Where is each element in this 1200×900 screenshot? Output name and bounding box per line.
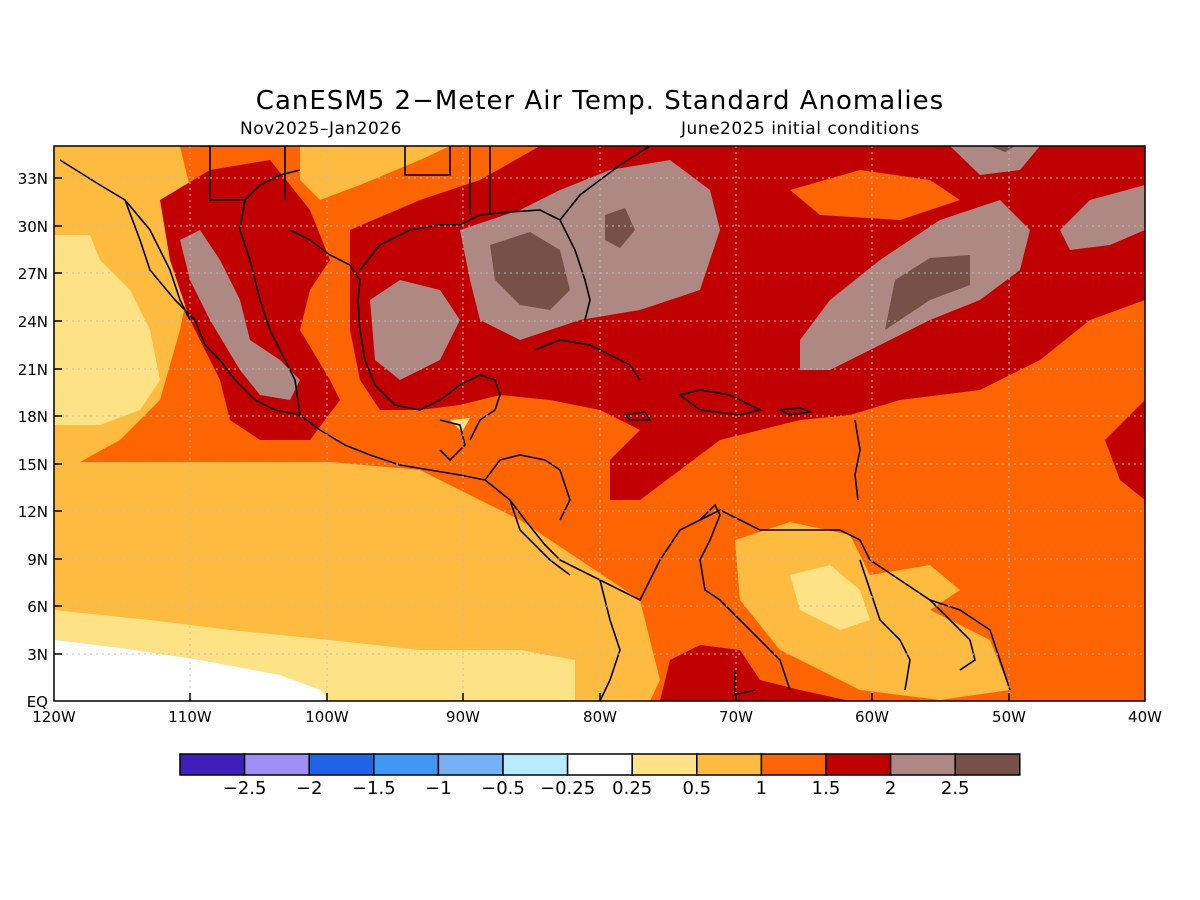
- anomaly-0.5-1-west: [54, 235, 160, 425]
- anomaly-2-2.5-east: [1105, 400, 1145, 500]
- colorbar-swatch: [566, 753, 633, 776]
- lon-label: 90W: [446, 708, 480, 726]
- colorbar-swatch: [437, 753, 504, 776]
- anomaly-gt3-atlantic: [885, 255, 970, 330]
- colorbar-swatch: [760, 753, 827, 776]
- anomaly-1-1.5-south-america: [735, 522, 1010, 700]
- lon-label: 70W: [719, 708, 753, 726]
- lat-label: 15N: [18, 456, 48, 474]
- anomaly-gt3-florida: [605, 208, 635, 248]
- colorbar-swatch: [825, 753, 892, 776]
- anomaly-2-2.5-amazon: [660, 645, 850, 701]
- axis-ticks: [54, 177, 1010, 701]
- lat-label: 12N: [18, 503, 48, 521]
- colorbar-swatch: [502, 753, 569, 776]
- anomaly-2-2.5-mexico: [160, 160, 340, 440]
- lat-label: 9N: [27, 551, 48, 569]
- lat-label: 6N: [27, 598, 48, 616]
- longitude-labels: 120W 110W 100W 90W 80W 70W 60W 50W 40W: [32, 708, 1162, 726]
- anomaly-low-region: [54, 640, 330, 701]
- anomaly-2.5-3-gulf: [370, 280, 460, 380]
- anomaly-1-1.5-north: [300, 146, 450, 200]
- anomaly-2.5-3-north: [950, 146, 1040, 175]
- lat-label: 3N: [27, 646, 48, 664]
- anomaly-2.5-3-east: [1060, 185, 1145, 250]
- colorbar-label: −2.5: [223, 778, 267, 799]
- colorbar-swatch: [631, 753, 698, 776]
- lon-label: 110W: [168, 708, 212, 726]
- anomaly-gt3-gulf: [490, 232, 570, 310]
- initial-conditions: June2025 initial conditions: [681, 119, 920, 139]
- lat-label: EQ: [27, 693, 48, 711]
- colorbar: −2.5 −2 −1.5 −1 −0.5 −0.25 0.25 0.5 1 1.5 2 2.5: [179, 753, 1021, 799]
- lon-label: 60W: [855, 708, 889, 726]
- forecast-period: Nov2025–Jan2026: [240, 119, 402, 139]
- colorbar-swatch: [889, 753, 956, 776]
- lat-label: 18N: [18, 408, 48, 426]
- colorbar-label: 0.5: [682, 778, 711, 799]
- anomaly-1.5-2-atlantic: [790, 170, 960, 220]
- anomaly-field: [54, 146, 1145, 701]
- colorbar-swatch: [696, 753, 763, 776]
- lat-label: 33N: [18, 170, 48, 188]
- colorbar-label: 1: [756, 778, 767, 799]
- colorbar-swatch: [373, 753, 440, 776]
- anomaly-0.5-1-guiana: [790, 565, 870, 630]
- lat-label: 24N: [18, 313, 48, 331]
- colorbar-label: 0.25: [612, 778, 652, 799]
- lat-label: 21N: [18, 361, 48, 379]
- colorbar-swatch: [179, 753, 246, 776]
- lon-label: 100W: [305, 708, 349, 726]
- colorbar-label: −1.5: [352, 778, 396, 799]
- colorbar-swatch: [243, 753, 310, 776]
- latitude-labels: 33N 30N 27N 24N 21N 18N 15N 12N 9N 6N 3N…: [18, 170, 48, 711]
- colorbar-label: −1: [425, 778, 452, 799]
- colorbar-label: −2: [296, 778, 323, 799]
- colorbar-label: 2: [885, 778, 896, 799]
- colorbar-label: 1.5: [812, 778, 841, 799]
- map-title: CanESM5 2−Meter Air Temp. Standard Anoma…: [255, 86, 945, 116]
- lon-label: 50W: [992, 708, 1026, 726]
- lon-label: 40W: [1128, 708, 1162, 726]
- gridlines: [54, 146, 1145, 701]
- lat-label: 30N: [18, 218, 48, 236]
- colorbar-swatch: [954, 753, 1021, 776]
- colorbar-label: −0.5: [481, 778, 525, 799]
- lon-label: 80W: [583, 708, 617, 726]
- anomaly-1-1.5-region: [54, 146, 660, 701]
- lat-label: 27N: [18, 265, 48, 283]
- lon-label: 120W: [32, 708, 76, 726]
- colorbar-label: −0.25: [540, 778, 595, 799]
- colorbar-swatch: [308, 753, 375, 776]
- coastlines: [59, 146, 1011, 701]
- colorbar-label: 2.5: [941, 778, 970, 799]
